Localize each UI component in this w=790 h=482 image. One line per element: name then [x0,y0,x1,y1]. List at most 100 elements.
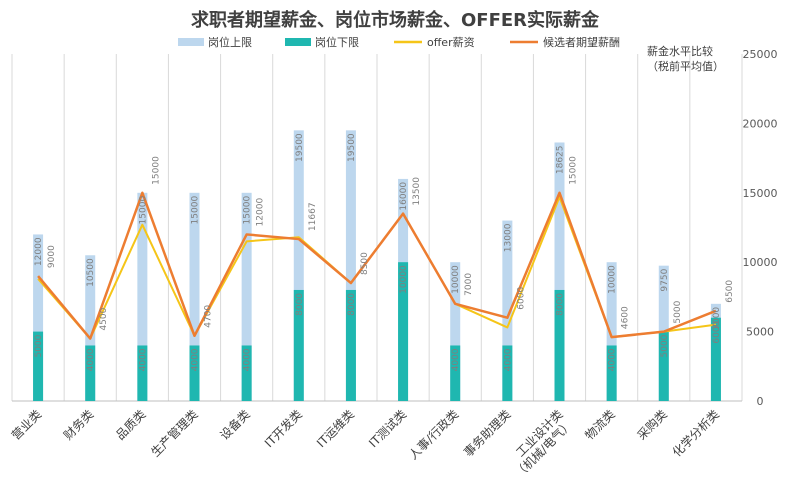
chart-title: 求职者期望薪金、岗位市场薪金、OFFER实际薪金 [191,9,600,31]
lower-value-label: 4000 [191,348,201,371]
expected-value-label: 9000 [47,245,57,268]
lower-value-label: 4000 [451,348,461,371]
category-label: 物流类 [582,407,617,442]
lower-bar [710,317,721,401]
upper-bar [85,255,96,401]
lower-value-label: 6000 [712,320,722,343]
legend-swatch [285,38,311,46]
category-dividers [11,54,743,402]
lower-bar [137,345,148,401]
upper-value-label: 12000 [34,237,44,266]
upper-value-label: 10000 [608,265,618,294]
expected-value-label: 8500 [360,252,370,275]
category-label: 采购类 [634,407,670,443]
category-label: 人事/行政类 [406,407,461,462]
expected-value-label: 13500 [412,177,422,206]
y-tick-label: 5000 [746,326,774,339]
upper-bar [606,262,617,401]
upper-bar [189,192,200,401]
category-label: 品质类 [113,407,148,442]
upper-value-label: 10000 [451,265,461,294]
upper-bar [33,234,44,401]
legend-label: 岗位下限 [315,35,359,49]
lower-bar [345,289,356,401]
lower-value-label: 4000 [608,348,618,371]
upper-bar [502,220,513,401]
lower-value-label: 5000 [34,334,44,357]
y-tick-label: 20000 [743,117,778,130]
lower-value-label: 10000 [399,265,409,294]
lower-value-label: 8000 [347,293,357,316]
expected-salary-line [37,191,717,340]
upper-value-label: 7000 [712,307,722,330]
y-tick-label: 10000 [743,256,778,269]
lower-value-label: 4000 [86,348,96,371]
legend-label: 候选者期望薪酬 [543,35,620,49]
expected-value-label: 15000 [569,156,579,185]
category-label: IT开发类 [261,407,305,451]
lower-value-label: 5000 [660,334,670,357]
axis-note: 薪金水平比较（税前平均值） [647,44,724,73]
upper-bar [241,192,252,401]
expected-value-label: 11667 [308,202,318,231]
lower-value-label: 8000 [556,293,566,316]
upper-value-label: 19500 [347,133,357,162]
category-label: 财务类 [60,407,96,443]
expected-value-label: 7000 [464,273,474,296]
lower-bar [241,345,252,401]
lower-bar [293,289,304,401]
upper-value-label: 13000 [503,223,513,252]
lower-bar [502,345,513,401]
category-label: IT测试类 [365,407,409,451]
upper-value-label: 19500 [295,133,305,162]
lower-bars [33,262,721,401]
series-lines [37,191,717,340]
lower-value-label: 4000 [138,348,148,371]
lower-bar [189,345,200,401]
lower-value-label: 8000 [295,293,305,316]
value-labels: 12000 5000 9000 10500 4000 4500 15000 4000 15000… [34,133,735,371]
upper-value-label: 9750 [660,268,670,291]
lower-bar [33,331,44,401]
lower-value-label: 4000 [503,348,513,371]
upper-value-label: 10500 [86,258,96,287]
y-axis-right: 0 5000 10000 15000 20000 25000 [743,48,778,408]
category-label: 工业设计类（机械/电气） [502,407,576,478]
lower-bar [658,331,669,401]
legend-label: offer薪资 [427,36,475,49]
upper-value-label: 15000 [191,196,201,225]
upper-bar [450,262,461,401]
upper-value-label: 18625 [556,145,566,174]
y-tick-label: 0 [757,395,764,408]
upper-bar [345,130,356,401]
lower-bar [554,289,565,401]
category-label: 设备类 [217,407,252,442]
expected-value-label: 12000 [256,198,266,227]
legend-swatch [178,38,204,46]
legend: 岗位上限 岗位下限 offer薪资 候选者期望薪酬 [178,35,620,49]
expected-value-label: 4500 [99,307,109,330]
category-label: 事务助理类 [460,407,513,460]
upper-bar [137,192,148,401]
upper-bar [554,142,565,402]
expected-value-label: 5000 [673,300,683,323]
expected-value-label: 6500 [725,280,735,303]
expected-value-label: 4700 [204,305,214,328]
upper-bar [293,130,304,401]
upper-value-label: 16000 [399,182,409,211]
expected-value-label: 15000 [151,156,161,185]
category-label: 生产管理类 [148,407,201,460]
expected-value-label: 4600 [621,306,631,329]
y-tick-label: 25000 [743,48,778,61]
category-label: 营业类 [9,407,44,442]
lower-bar [398,262,409,401]
lower-bar [450,345,461,401]
lower-bar [606,345,617,401]
lower-bar [85,345,96,401]
expected-value-label: 6000 [516,287,526,310]
axis-note-line: 薪金水平比较 [647,44,713,58]
category-label: 化学分析类 [669,407,722,460]
